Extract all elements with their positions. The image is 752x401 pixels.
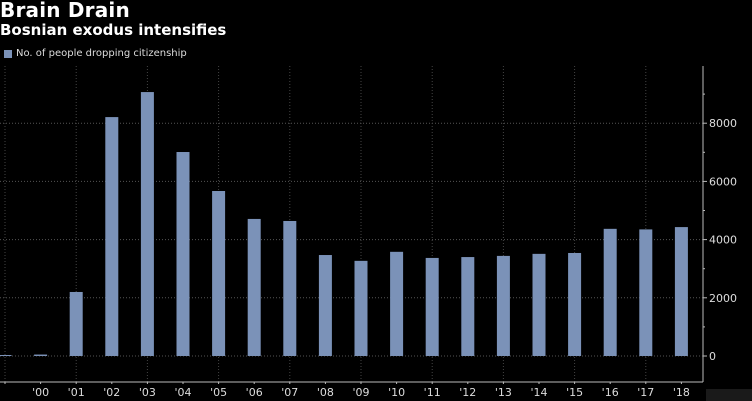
bar (532, 253, 546, 356)
bar (69, 291, 83, 356)
x-tick-label: '06 (246, 386, 263, 399)
legend-swatch (4, 49, 12, 58)
x-tick-label: '11 (424, 386, 441, 399)
legend-label: No. of people dropping citizenship (16, 48, 187, 59)
bar (0, 355, 12, 356)
bar (105, 117, 119, 357)
bar (140, 92, 154, 357)
bar (34, 354, 48, 356)
bar (603, 228, 617, 356)
bar (318, 255, 332, 356)
legend: No. of people dropping citizenship (4, 48, 187, 59)
x-tick-label: '09 (352, 386, 369, 399)
x-tick-label: '08 (317, 386, 334, 399)
x-tick-label: '13 (495, 386, 512, 399)
bar (496, 255, 510, 356)
x-tick-label: '18 (673, 386, 690, 399)
x-tick-label: '17 (637, 386, 654, 399)
x-tick-label: '01 (68, 386, 85, 399)
bar (639, 229, 653, 356)
chart-subtitle: Bosnian exodus intensifies (0, 21, 227, 39)
x-tick-label: '12 (459, 386, 476, 399)
source-strip (706, 389, 752, 401)
x-tick-label: '15 (566, 386, 583, 399)
bar (212, 191, 226, 356)
y-tick-label: 8000 (709, 117, 737, 130)
bar (247, 218, 261, 356)
y-tick-label: 2000 (709, 292, 737, 305)
x-tick-label: '00 (32, 386, 49, 399)
x-tick-label: '14 (530, 386, 547, 399)
x-tick-label: '03 (139, 386, 156, 399)
bar (390, 251, 404, 356)
bar (674, 227, 688, 356)
bar (425, 257, 439, 356)
x-tick-label: '07 (281, 386, 298, 399)
bar (461, 257, 475, 356)
bar (568, 252, 582, 356)
x-tick-label: '02 (103, 386, 120, 399)
x-tick-label: '04 (174, 386, 191, 399)
x-tick-label: '16 (602, 386, 619, 399)
chart-title: Brain Drain (0, 0, 130, 22)
x-tick-label: '10 (388, 386, 405, 399)
x-tick-label: '05 (210, 386, 227, 399)
y-tick-label: 6000 (709, 175, 737, 188)
bar (354, 260, 368, 356)
bar (176, 152, 190, 356)
y-tick-label: 0 (709, 350, 716, 363)
y-tick-label: 4000 (709, 234, 737, 247)
bar (283, 220, 297, 356)
